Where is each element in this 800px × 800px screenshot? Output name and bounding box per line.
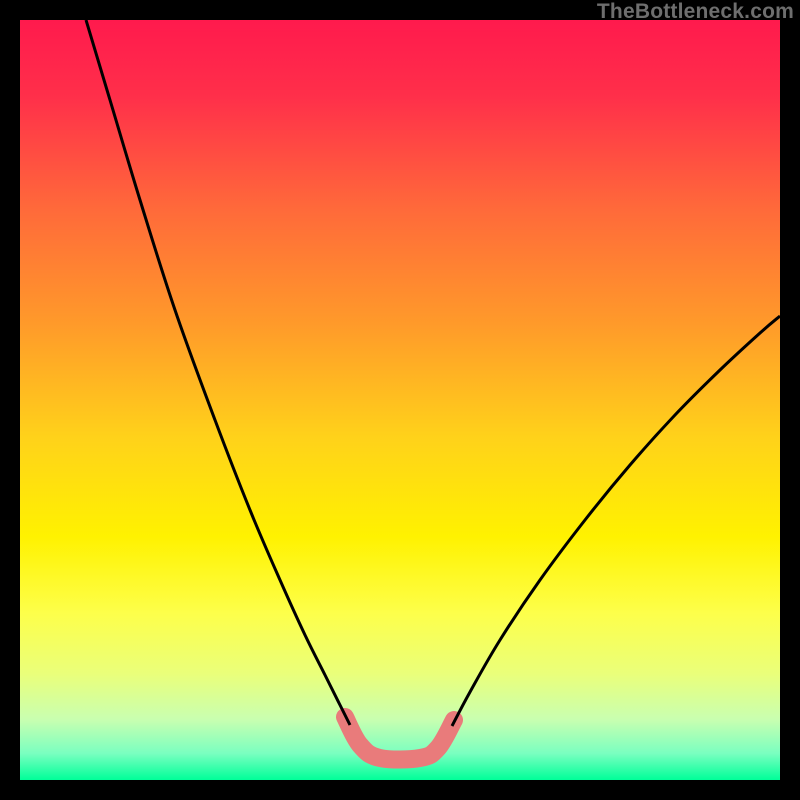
curve-layer [20,20,780,780]
watermark-text: TheBottleneck.com [597,0,794,24]
trough-highlight [345,717,454,760]
plot-area [20,20,780,780]
curve-right [452,316,780,726]
figure-frame: TheBottleneck.com [0,0,800,800]
curve-left [86,20,350,725]
